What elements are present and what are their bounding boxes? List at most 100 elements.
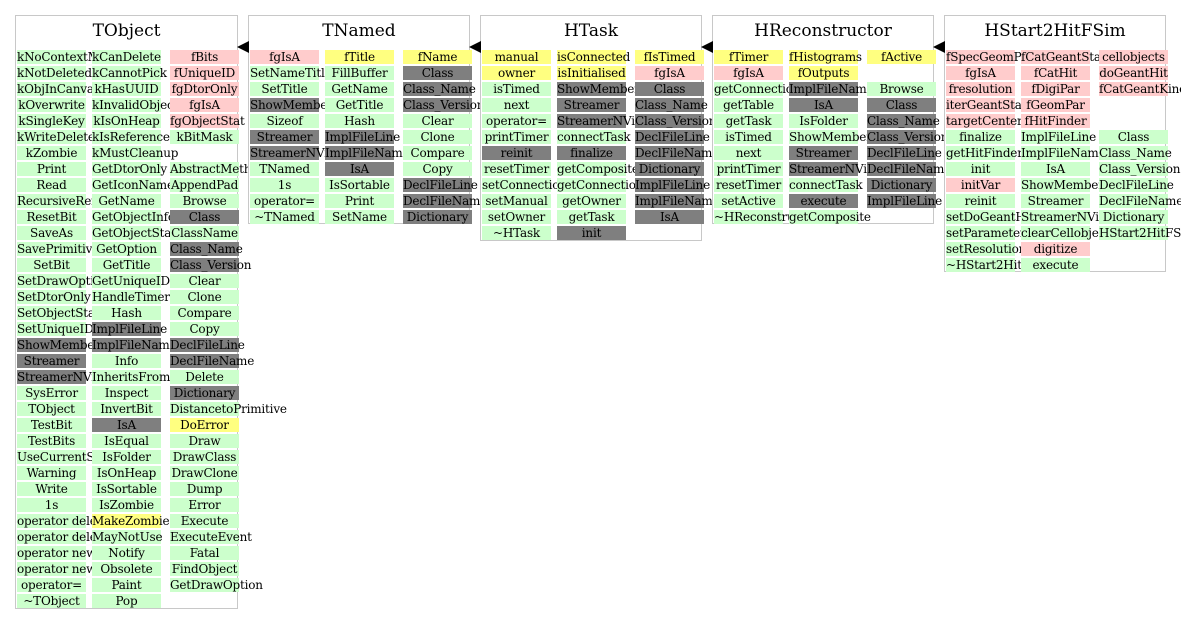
method-cell[interactable]: ExecuteEvent	[170, 530, 252, 544]
inherited-method-cell[interactable]: ImplFileName	[789, 82, 874, 96]
method-cell[interactable]: kZombie	[17, 146, 86, 160]
method-cell[interactable]: setParameterContainers	[946, 226, 1091, 240]
method-cell[interactable]: IsFolder	[789, 114, 858, 128]
method-cell[interactable]: MayNotUse	[92, 530, 163, 544]
method-cell[interactable]: Print	[325, 194, 394, 208]
inherited-method-cell[interactable]: Class_Name	[867, 114, 940, 128]
method-cell[interactable]: kCanDelete	[92, 50, 161, 64]
method-cell[interactable]: setDoGeantHit	[946, 210, 1034, 224]
highlighted-member-cell[interactable]: DoError	[170, 418, 239, 432]
inherited-method-cell[interactable]: Streamer	[250, 130, 319, 144]
method-cell[interactable]: setConnections	[482, 178, 573, 192]
method-cell[interactable]: GetObjectStat	[92, 226, 176, 240]
method-cell[interactable]: SaveAs	[17, 226, 86, 240]
method-cell[interactable]: getTable	[714, 98, 783, 112]
inherited-method-cell[interactable]: Class_Name	[170, 242, 243, 256]
method-cell[interactable]: Compare	[170, 306, 239, 320]
inherited-method-cell[interactable]: Class_Version	[170, 258, 252, 272]
method-cell[interactable]: 1s	[17, 498, 86, 512]
method-cell[interactable]: kIsOnHeap	[92, 114, 161, 128]
highlighted-member-cell[interactable]: isInitialised	[557, 66, 626, 80]
method-cell[interactable]: ClassName	[170, 226, 239, 240]
method-cell[interactable]: ~TObject	[17, 594, 86, 608]
method-cell[interactable]: SetUniqueID	[17, 322, 94, 336]
method-cell[interactable]: GetOption	[92, 242, 161, 256]
method-cell[interactable]: kHasUUID	[92, 82, 161, 96]
method-cell[interactable]: SetDtorOnly	[17, 290, 91, 304]
method-cell[interactable]: FillBuffer	[325, 66, 394, 80]
method-cell[interactable]: Clear	[170, 274, 239, 288]
data-member-cell[interactable]: targetCenter	[946, 114, 1023, 128]
method-cell[interactable]: ~HTask	[482, 226, 551, 240]
inherited-method-cell[interactable]: Dictionary	[867, 178, 936, 192]
method-cell[interactable]: getTask	[557, 210, 626, 224]
method-cell[interactable]: kCannotPick	[92, 66, 167, 80]
inherited-method-cell[interactable]: Class_Version	[403, 98, 485, 112]
method-cell[interactable]: init	[946, 162, 1015, 176]
method-cell[interactable]: GetUniqueID	[92, 274, 170, 288]
method-cell[interactable]: Obsolete	[92, 562, 161, 576]
inherited-method-cell[interactable]: ImplFileName	[92, 338, 177, 352]
data-member-cell[interactable]: fHitFinder	[1021, 114, 1090, 128]
data-member-cell[interactable]: iterGeantStart	[946, 98, 1032, 112]
method-cell[interactable]: IsOnHeap	[92, 466, 161, 480]
data-member-cell[interactable]: fgIsA	[250, 50, 319, 64]
method-cell[interactable]: DrawClone	[170, 466, 239, 480]
highlighted-member-cell[interactable]: fActive	[867, 50, 936, 64]
method-cell[interactable]: HStart2HitFSim	[1099, 226, 1181, 240]
method-cell[interactable]: Class	[1099, 130, 1168, 144]
data-member-cell[interactable]: fgIsA	[946, 66, 1015, 80]
method-cell[interactable]: kBitMask	[170, 130, 239, 144]
highlighted-member-cell[interactable]: isConnected	[557, 50, 631, 64]
inherited-method-cell[interactable]: ImplFileName	[635, 194, 720, 208]
inherited-method-cell[interactable]: ImplFileName	[325, 146, 410, 160]
method-cell[interactable]: TestBit	[17, 418, 86, 432]
inherited-method-cell[interactable]: DeclFileLine	[867, 146, 942, 160]
method-cell[interactable]: ~HReconstructor	[714, 210, 819, 224]
method-cell[interactable]: ResetBit	[17, 210, 86, 224]
highlighted-member-cell[interactable]: fHistograms	[789, 50, 862, 64]
method-cell[interactable]: ShowMembers	[1021, 178, 1110, 192]
method-cell[interactable]: DeclFileLine	[1099, 178, 1174, 192]
inherited-method-cell[interactable]: DeclFileLine	[403, 178, 478, 192]
data-member-cell[interactable]: fgIsA	[635, 66, 704, 80]
inherited-method-cell[interactable]: DeclFileLine	[170, 338, 245, 352]
inherited-method-cell[interactable]: ShowMembers	[557, 82, 646, 96]
method-cell[interactable]: TestBits	[17, 434, 86, 448]
method-cell[interactable]: execute	[1021, 258, 1090, 272]
method-cell[interactable]: StreamerNVirtual	[1021, 210, 1128, 224]
data-member-cell[interactable]: fUniqueID	[170, 66, 239, 80]
method-cell[interactable]: GetTitle	[92, 258, 161, 272]
inherited-method-cell[interactable]: execute	[789, 194, 858, 208]
inherited-method-cell[interactable]: Class_Version	[867, 130, 949, 144]
method-cell[interactable]: setManual	[482, 194, 551, 208]
method-cell[interactable]: Class_Version	[1099, 162, 1181, 176]
method-cell[interactable]: Streamer	[1021, 194, 1090, 208]
data-member-cell[interactable]: fgDtorOnly	[170, 82, 239, 96]
method-cell[interactable]: next	[482, 98, 551, 112]
method-cell[interactable]: Copy	[170, 322, 239, 336]
method-cell[interactable]: setActive	[714, 194, 783, 208]
method-cell[interactable]: IsSortable	[325, 178, 394, 192]
data-member-cell[interactable]: fCatHit	[1021, 66, 1090, 80]
highlighted-member-cell[interactable]: fTimer	[714, 50, 783, 64]
method-cell[interactable]: kNoContextMenu	[17, 50, 122, 64]
method-cell[interactable]: Class_Name	[1099, 146, 1172, 160]
method-cell[interactable]: Pop	[92, 594, 161, 608]
data-member-cell[interactable]: fgIsA	[170, 98, 239, 112]
method-cell[interactable]: Draw	[170, 434, 239, 448]
data-member-cell[interactable]: fSpecGeomPar	[946, 50, 1034, 64]
method-cell[interactable]: Copy	[403, 162, 472, 176]
method-cell[interactable]: ~HStart2HitFSim	[946, 258, 1053, 272]
inherited-method-cell[interactable]: Class	[867, 98, 936, 112]
method-cell[interactable]: GetName	[325, 82, 394, 96]
method-cell[interactable]: kMustCleanup	[92, 146, 179, 160]
method-cell[interactable]: Write	[17, 482, 86, 496]
method-cell[interactable]: kNotDeleted	[17, 66, 92, 80]
inherited-method-cell[interactable]: DeclFileName	[403, 194, 488, 208]
method-cell[interactable]: InvertBit	[92, 402, 161, 416]
inherited-method-cell[interactable]: ImplFileLine	[325, 130, 400, 144]
method-cell[interactable]: getTask	[714, 114, 783, 128]
method-cell[interactable]: operator delete[]	[17, 530, 118, 544]
inherited-method-cell[interactable]: Streamer	[789, 146, 858, 160]
